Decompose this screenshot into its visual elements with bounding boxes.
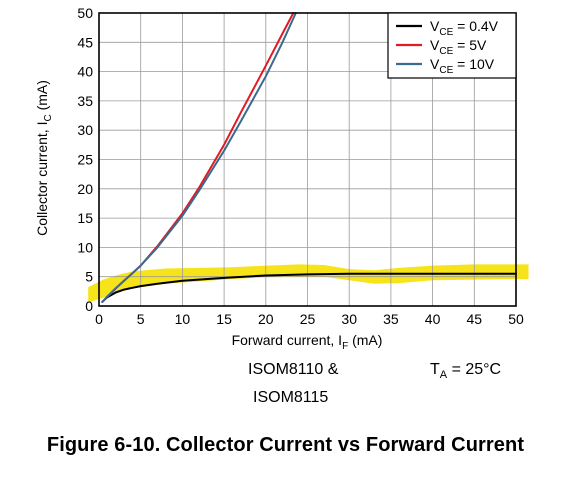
y-tick-label: 25 [77, 152, 93, 168]
x-tick-label: 50 [508, 311, 524, 327]
x-tick-label: 5 [137, 311, 145, 327]
figure-caption: Figure 6-10. Collector Current vs Forwar… [46, 434, 525, 456]
series-line [101, 272, 517, 303]
legend-entry: VCE = 0.4V [430, 18, 499, 38]
y-tick-label: 5 [85, 269, 93, 285]
device-name-line2: ISOM8115 [253, 389, 329, 406]
x-axis-label: Forward current, IF (mA) [0, 332, 571, 352]
y-tick-label: 40 [77, 64, 93, 80]
ta-value: = 25°C [447, 361, 502, 378]
x-tick-label: 10 [175, 311, 191, 327]
x-tick-label: 40 [425, 311, 441, 327]
series-lines [101, 12, 517, 303]
x-tick-label: 30 [341, 311, 357, 327]
plot-frame [98, 12, 517, 307]
x-axis-label-unit: (mA) [348, 332, 383, 348]
x-axis-label-text: Forward current, I [231, 332, 343, 348]
y-tick-label: 45 [77, 34, 93, 50]
y-tick-label: 0 [85, 298, 93, 314]
legend-entry: VCE = 10V [430, 56, 495, 76]
x-tick-labels: 0 5 10 15 20 25 30 35 40 45 50 [95, 311, 524, 327]
x-tick-label: 25 [300, 311, 316, 327]
ta-symbol: T [430, 361, 440, 378]
x-tick-label: 0 [95, 311, 103, 327]
y-tick-label: 10 [77, 239, 93, 255]
y-tick-label: 50 [77, 5, 93, 21]
x-tick-label: 20 [258, 311, 274, 327]
y-axis-label: Collector current, IC (mA) [34, 80, 54, 236]
x-axis-label-sub: F [342, 340, 349, 352]
ta-sub: A [439, 369, 448, 382]
y-tick-label: 30 [77, 122, 93, 138]
y-tick-label: 20 [77, 181, 93, 197]
ambient-temperature-note: TA = 25°C [430, 361, 501, 381]
y-axis-label-sub: C [42, 114, 54, 122]
y-tick-labels: 0 5 10 15 20 25 30 35 40 45 50 [77, 5, 93, 314]
x-tick-label: 45 [467, 311, 483, 327]
y-axis-label-unit: (mA) [34, 80, 51, 115]
series-line [101, 12, 295, 303]
x-tick-label: 15 [216, 311, 232, 327]
y-tick-label: 35 [77, 93, 93, 109]
series-line [101, 12, 297, 303]
x-tick-label: 35 [383, 311, 399, 327]
y-axis-label-text: Collector current, I [34, 121, 51, 236]
legend-entry: VCE = 5V [430, 37, 487, 57]
y-tick-label: 15 [77, 210, 93, 226]
device-name-line1: ISOM8110 & [248, 361, 339, 378]
